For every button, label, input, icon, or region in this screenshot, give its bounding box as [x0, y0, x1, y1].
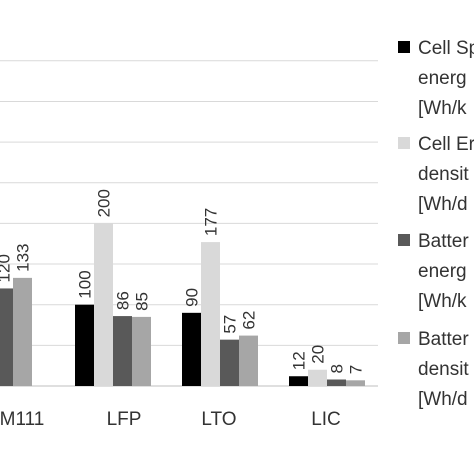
bar-lic-series-1	[289, 376, 308, 386]
category-label: LFP	[107, 409, 142, 430]
bar-lfp-series-2	[94, 223, 113, 386]
value-label: 7	[347, 365, 366, 374]
legend-label: Batter	[418, 231, 469, 252]
legend-label: densit	[418, 359, 469, 380]
value-label: 200	[95, 189, 114, 217]
legend-swatch	[398, 332, 410, 344]
bar-lic-series-3	[327, 379, 346, 386]
bar-lfp-series-4	[132, 316, 151, 386]
category-labels: M111 LFP LTO LIC	[0, 409, 341, 430]
bar-lto-series-4	[239, 335, 258, 386]
category-label: LIC	[311, 409, 341, 430]
value-label: 62	[240, 311, 259, 330]
legend-label: Cell Er	[418, 134, 474, 155]
value-label: 86	[114, 291, 133, 310]
value-label: 133	[14, 243, 33, 271]
legend-label: [Wh/k	[418, 98, 467, 119]
category-label: LTO	[201, 409, 236, 430]
bars	[0, 223, 365, 386]
bar-nmc111-series-3	[0, 288, 13, 386]
bar-lto-series-1	[182, 312, 201, 386]
legend-label: [Wh/k	[418, 291, 467, 312]
value-label: 85	[133, 292, 152, 311]
value-label: 8	[328, 364, 347, 373]
value-label: 12	[290, 351, 309, 370]
legend-label: [Wh/d	[418, 389, 468, 410]
bar-nmc111-series-4	[13, 277, 32, 386]
bar-lic-series-2	[308, 369, 327, 386]
legend-label: Cell Sp	[418, 38, 474, 59]
bar-lfp-series-1	[75, 304, 94, 386]
category-label: M111	[0, 409, 44, 430]
legend-swatch	[398, 41, 410, 53]
bar-lto-series-3	[220, 339, 239, 386]
gridlines	[0, 60, 378, 387]
value-label: 20	[309, 345, 328, 364]
legend: Cell Sp energ [Wh/k Cell Er densit [Wh/d Batte…	[398, 38, 474, 410]
legend-swatch	[398, 234, 410, 246]
legend-label: [Wh/d	[418, 194, 468, 215]
legend-label: Batter	[418, 329, 469, 350]
legend-label: energ	[418, 68, 467, 89]
value-labels: 1009012300200177201208657813385627	[0, 189, 366, 374]
bar-lfp-series-3	[113, 316, 132, 386]
bar-lic-series-4	[346, 380, 365, 386]
value-label: 120	[0, 254, 14, 282]
value-label: 177	[202, 208, 221, 236]
value-label: 100	[76, 270, 95, 298]
value-label: 90	[183, 288, 202, 307]
bar-lto-series-2	[201, 242, 220, 386]
value-label: 57	[221, 315, 240, 334]
legend-swatch	[398, 137, 410, 149]
legend-label: energ	[418, 261, 467, 282]
legend-label: densit	[418, 164, 469, 185]
